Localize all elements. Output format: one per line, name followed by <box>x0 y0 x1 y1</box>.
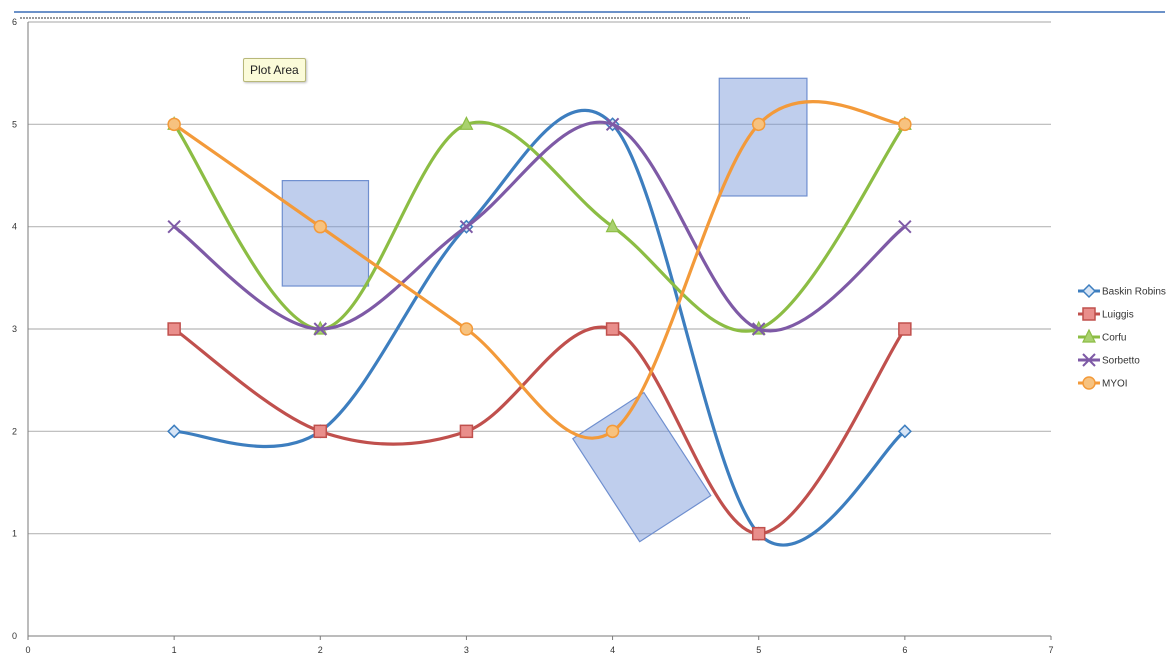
series-lines <box>167 100 912 547</box>
point-circle <box>313 219 328 234</box>
point-square <box>313 424 328 439</box>
legend-label: Baskin Robins <box>1102 287 1166 298</box>
point-square <box>751 526 766 541</box>
point-triangle <box>1082 328 1096 343</box>
x-tick-label: 2 <box>318 645 323 655</box>
point-x <box>605 117 620 132</box>
point-x <box>752 322 766 336</box>
point-x <box>313 322 327 336</box>
plot-area-tooltip: Plot Area <box>243 58 306 82</box>
point-square <box>1082 307 1096 321</box>
legend-label: Luiggis <box>1102 310 1134 321</box>
point-diamond <box>897 424 912 439</box>
point-square <box>167 322 181 336</box>
point-x <box>1082 353 1096 367</box>
legend-entry: Baskin Robins <box>1078 283 1166 299</box>
point-circle <box>751 117 766 132</box>
legend-label: MYOI <box>1102 379 1128 390</box>
legend-entry: Sorbetto <box>1078 353 1140 367</box>
point-triangle <box>605 218 620 233</box>
y-tick-label: 1 <box>12 529 17 539</box>
x-tick-label: 4 <box>610 645 615 655</box>
series-line <box>172 120 907 333</box>
point-circle <box>898 117 912 132</box>
x-tick-label: 1 <box>172 645 177 655</box>
point-square <box>605 322 620 336</box>
y-tick-label: 6 <box>12 17 17 27</box>
legend-label: Sorbetto <box>1102 356 1140 367</box>
y-tick-label: 5 <box>12 119 17 129</box>
y-tick-label: 2 <box>12 426 17 436</box>
gridlines <box>28 21 1051 535</box>
point-x <box>167 219 181 234</box>
x-tick-label: 7 <box>1048 645 1053 655</box>
point-x-stroke <box>752 322 766 336</box>
axes: 0 1 2 3 4 5 6 0 1 2 3 4 5 6 7 <box>12 17 1054 655</box>
point-x-stroke <box>605 117 620 132</box>
legend-entry: Luiggis <box>1078 307 1134 321</box>
legend-label: Corfu <box>1102 333 1126 344</box>
series-line <box>172 325 907 536</box>
point-square <box>898 322 912 336</box>
point-circle <box>167 117 181 132</box>
point-circle <box>1082 376 1096 390</box>
point-square <box>459 424 474 439</box>
y-tick-label: 0 <box>12 631 17 641</box>
x-tick-label: 5 <box>756 645 761 655</box>
point-circle <box>605 424 620 439</box>
series-myoi <box>167 100 912 440</box>
series-sorbetto <box>167 117 912 336</box>
point-x <box>459 219 474 234</box>
x-tick-label: 6 <box>902 645 907 655</box>
point-x-stroke <box>898 219 912 234</box>
point-x-stroke <box>167 219 181 234</box>
point-x-stroke <box>459 219 474 234</box>
highlight-box <box>718 77 808 197</box>
point-diamond <box>167 424 182 439</box>
highlight-box <box>281 180 370 287</box>
point-diamond <box>1081 283 1097 299</box>
legend: Baskin Robins Luiggis Corfu Sorbetto MYOI <box>1078 283 1166 390</box>
legend-entry: MYOI <box>1078 376 1128 390</box>
point-x <box>898 219 912 234</box>
y-tick-label: 4 <box>12 222 17 232</box>
series-line <box>172 120 907 333</box>
highlight-box <box>571 391 712 543</box>
x-tick-label: 0 <box>25 645 30 655</box>
point-triangle <box>459 115 474 130</box>
legend-entry: Corfu <box>1078 328 1126 344</box>
series-luiggis <box>167 322 912 541</box>
point-circle <box>459 322 474 336</box>
y-tick-label: 3 <box>12 324 17 334</box>
point-x-stroke <box>313 322 327 336</box>
x-tick-label: 3 <box>464 645 469 655</box>
point-x-stroke <box>1082 353 1096 367</box>
